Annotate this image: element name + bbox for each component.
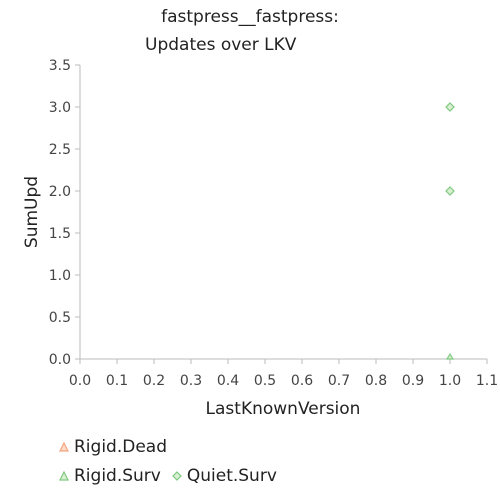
x-tick-label: 0.5: [254, 373, 276, 389]
legend-row-2: Rigid.Surv Quiet.Surv: [58, 466, 287, 486]
data-point-triangle: [445, 352, 455, 360]
y-tick-label: 3.0: [49, 100, 71, 116]
triangle-marker-icon: [59, 470, 69, 481]
x-tick-label: 1.0: [439, 373, 461, 389]
triangle-marker-icon: [59, 441, 69, 452]
y-axis-label: SumUpd: [22, 176, 42, 248]
x-tick-label: 0.8: [365, 373, 387, 389]
x-tick-label: 0.2: [143, 373, 165, 389]
chart-title-line-1: fastpress__fastpress:: [161, 7, 339, 27]
data-point-diamond: [445, 102, 455, 112]
legend-label-rigid-dead: Rigid.Dead: [74, 437, 168, 457]
y-tick-label: 3.5: [49, 58, 71, 74]
y-tick-label: 2.0: [49, 184, 71, 200]
x-tick-label: 0.7: [328, 373, 350, 389]
x-tick-label: 0.3: [180, 373, 202, 389]
legend-row-1: Rigid.Dead: [58, 437, 177, 457]
legend-entry-rigid-surv: Rigid.Surv: [58, 466, 161, 486]
x-tick-label: 0.1: [106, 373, 128, 389]
legend-label-rigid-surv: Rigid.Surv: [74, 466, 161, 486]
plot-axes: 0.0 0.5 1.0 1.5 2.0 2.5 3.0 3.5 0.0 0.1 0.2 0.3 0.4 0…: [49, 58, 498, 389]
x-tick-label: 0.0: [69, 373, 91, 389]
y-tick-label: 0.5: [49, 310, 71, 326]
y-tick-label: 0.0: [49, 352, 71, 368]
chart-title-line-2: Updates over LKV: [145, 35, 297, 55]
plot-marks: [445, 102, 455, 360]
x-axis-label: LastKnownVersion: [206, 399, 361, 419]
legend-entry-rigid-dead: Rigid.Dead: [58, 437, 167, 457]
data-point-diamond: [445, 186, 455, 196]
y-tick-label: 2.5: [49, 142, 71, 158]
x-tick-label: 0.4: [217, 373, 239, 389]
y-tick-label: 1.0: [49, 268, 71, 284]
x-tick-label: 1.1: [476, 373, 498, 389]
y-tick-label: 1.5: [49, 226, 71, 242]
legend-entry-quiet-surv: Quiet.Surv: [171, 466, 277, 486]
x-tick-label: 0.6: [291, 373, 313, 389]
legend-label-quiet-surv: Quiet.Surv: [186, 466, 277, 486]
diamond-marker-icon: [172, 471, 182, 481]
x-tick-label: 0.9: [402, 373, 424, 389]
